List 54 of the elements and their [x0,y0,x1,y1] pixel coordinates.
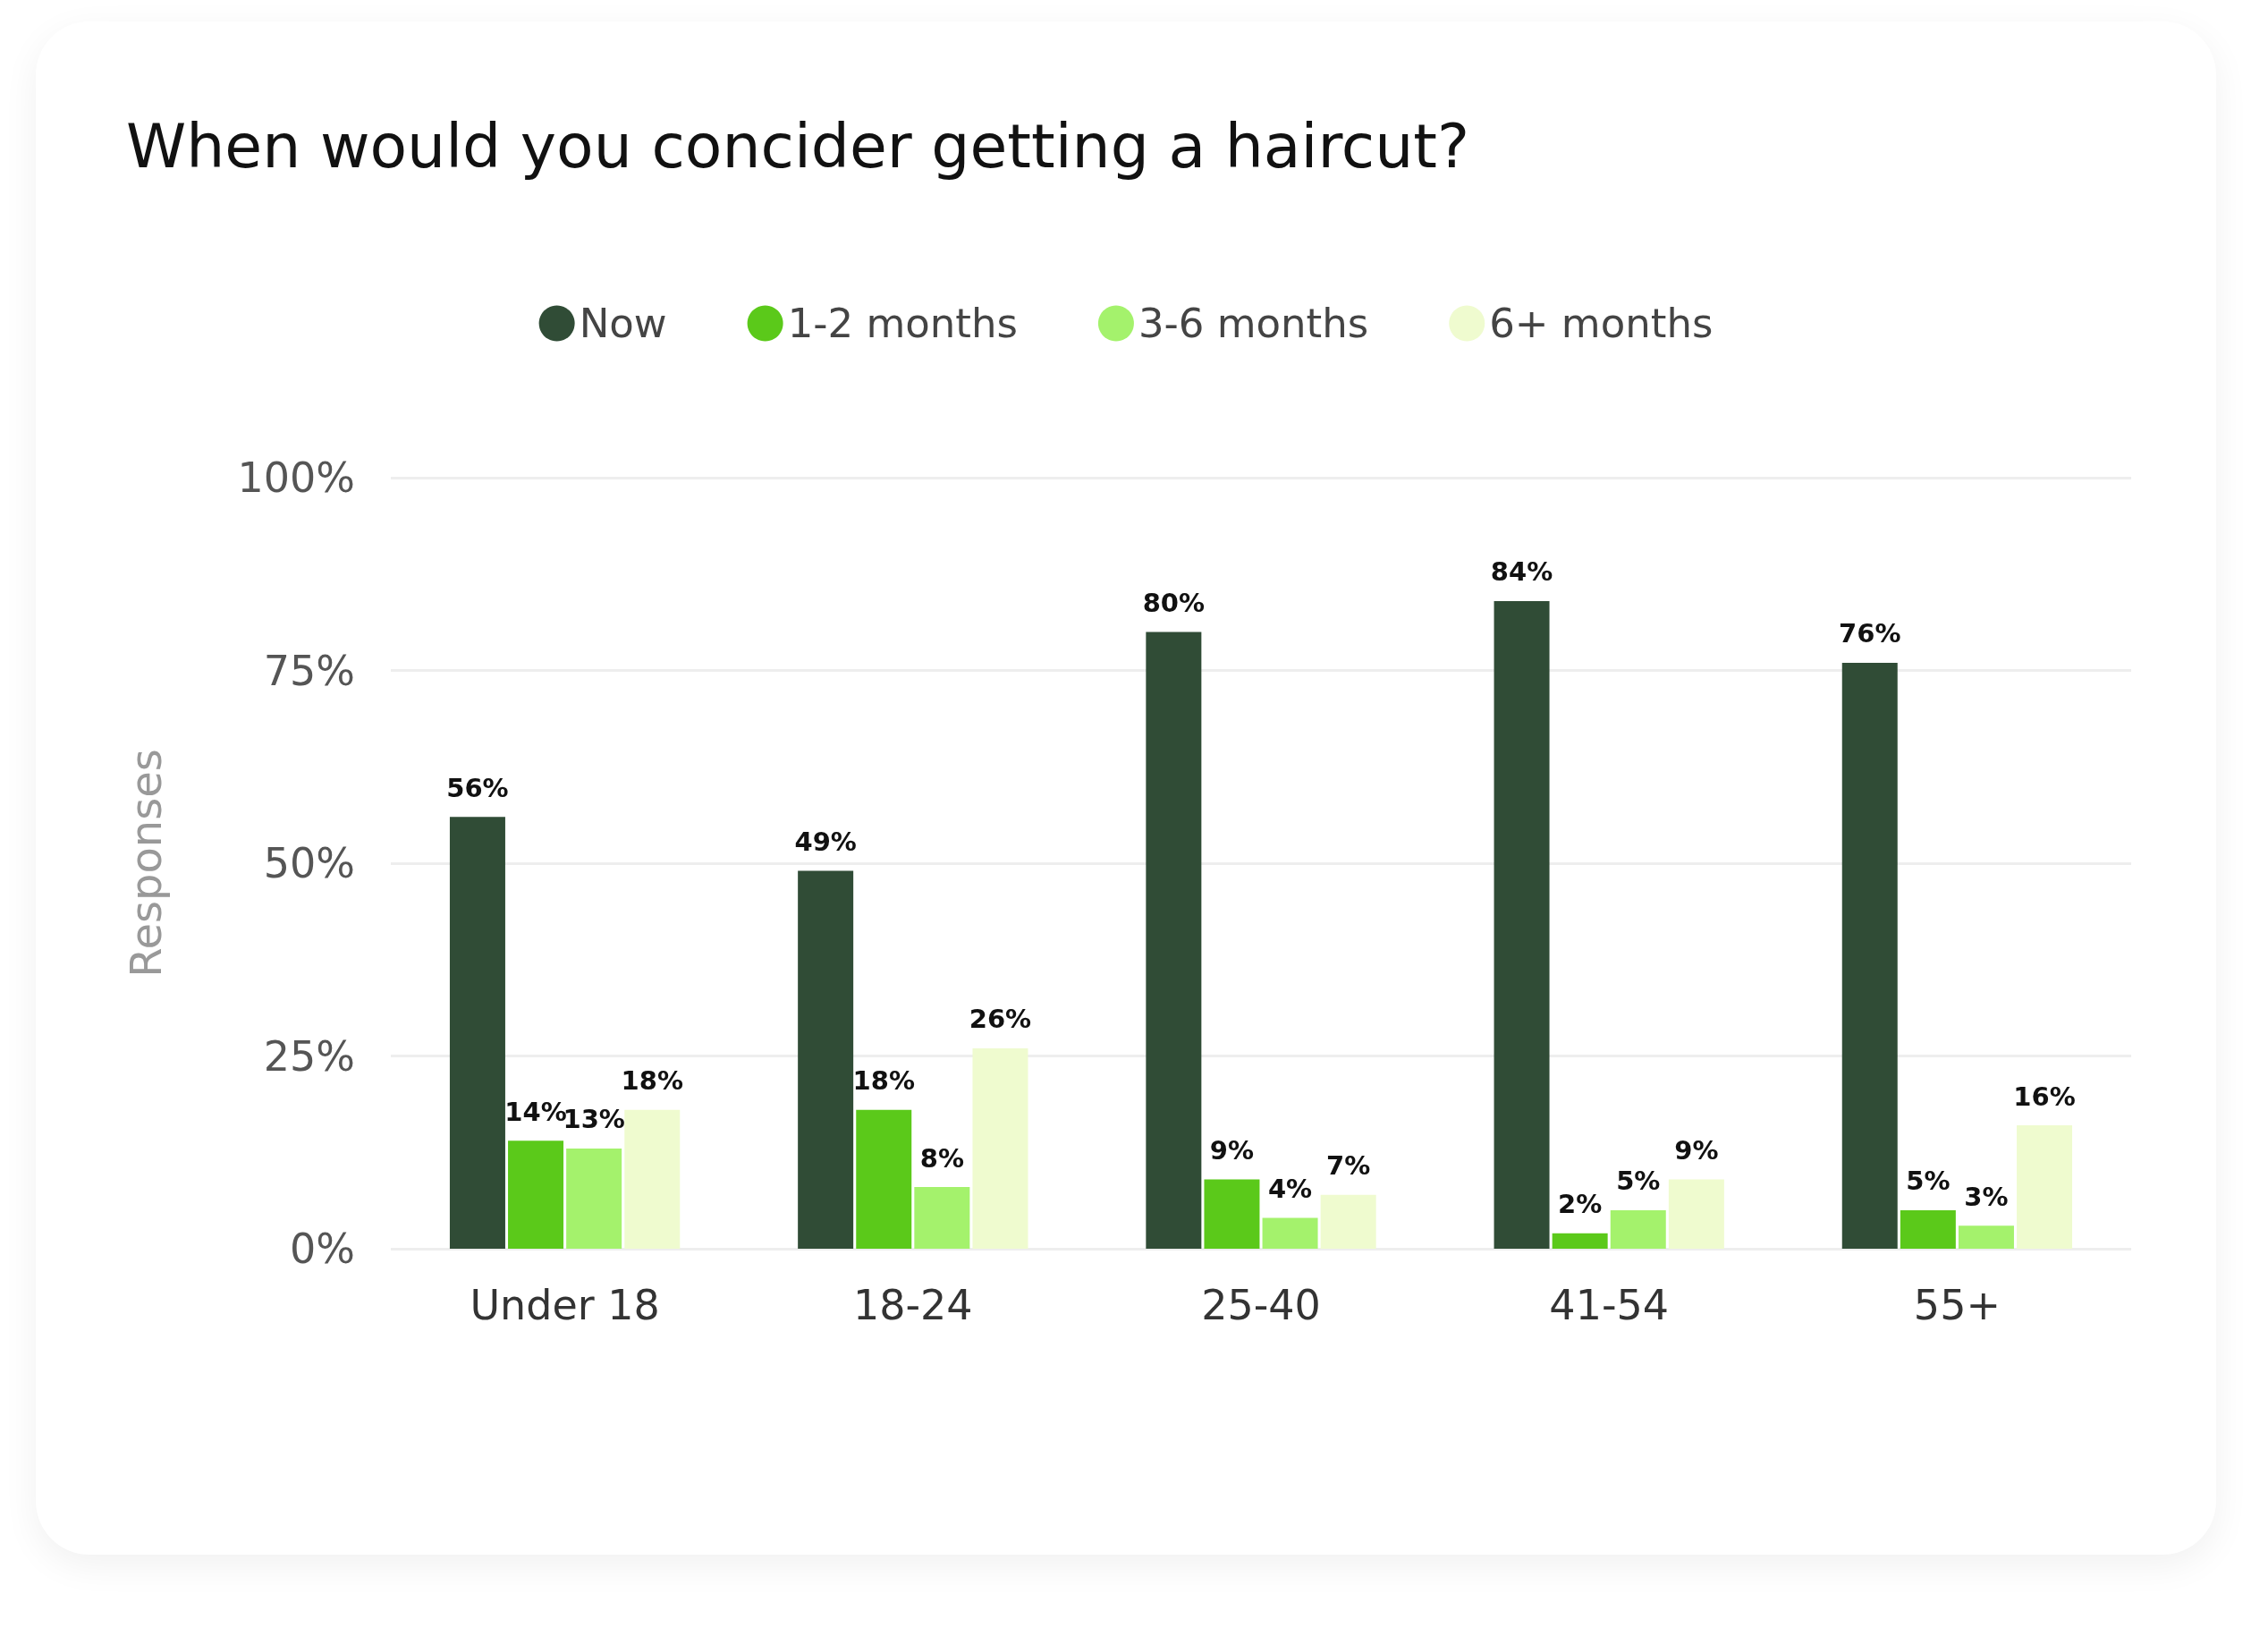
x-tick-label: 18-24 [852,1281,973,1329]
y-tick-label: 50% [263,839,355,887]
bar [972,1047,1028,1249]
data-label: 2% [1558,1189,1603,1220]
bar [1610,1209,1666,1249]
legend-label: 3-6 months [1138,300,1369,347]
y-tick-label: 0% [290,1225,355,1273]
data-label: 84% [1490,556,1553,588]
y-tick-label: 75% [263,646,355,695]
bar [1552,1233,1608,1249]
bar [449,817,505,1249]
chart-title: When would you concider getting a haircut? [126,110,1470,182]
bar [508,1140,564,1249]
data-label: 80% [1142,587,1206,618]
bar [624,1109,681,1249]
bar [856,1109,912,1249]
y-tick-label: 100% [237,454,355,502]
data-label: 9% [1674,1134,1719,1166]
legend-label: 6+ months [1489,300,1714,347]
x-tick-label: Under 18 [470,1281,660,1329]
data-label: 16% [2013,1081,2076,1112]
data-label: 3% [1964,1181,2009,1212]
data-label: 5% [1616,1166,1661,1197]
data-label: 49% [794,827,857,858]
bar [1262,1217,1318,1249]
bar [914,1187,970,1249]
data-label: 5% [1906,1166,1951,1197]
bar [798,870,854,1249]
data-label: 18% [621,1065,683,1097]
x-tick-label: 55+ [1913,1281,2001,1329]
x-tick-label: 25-40 [1201,1281,1321,1329]
bar [1204,1179,1260,1249]
bar [1900,1209,1956,1249]
data-label: 7% [1326,1150,1371,1182]
data-label: 9% [1209,1134,1255,1166]
bar [1841,662,1898,1249]
bar [1146,632,1202,1249]
bar [1494,600,1550,1249]
x-tick-label: 41-54 [1549,1281,1670,1329]
data-label: 56% [446,772,509,803]
bar [1958,1225,2014,1249]
data-label: 26% [969,1004,1032,1035]
bar [1320,1194,1376,1249]
data-label: 76% [1839,618,1901,649]
legend-label: 1-2 months [787,300,1018,347]
data-label: 8% [919,1142,964,1174]
data-label: 18% [852,1065,915,1097]
y-axis-title: Responses [121,749,171,978]
bar [1668,1179,1724,1249]
y-tick-label: 25% [263,1031,355,1081]
bar [2017,1125,2073,1249]
legend-label: Now [579,300,667,347]
bar [566,1148,622,1249]
data-label: 4% [1267,1174,1313,1205]
